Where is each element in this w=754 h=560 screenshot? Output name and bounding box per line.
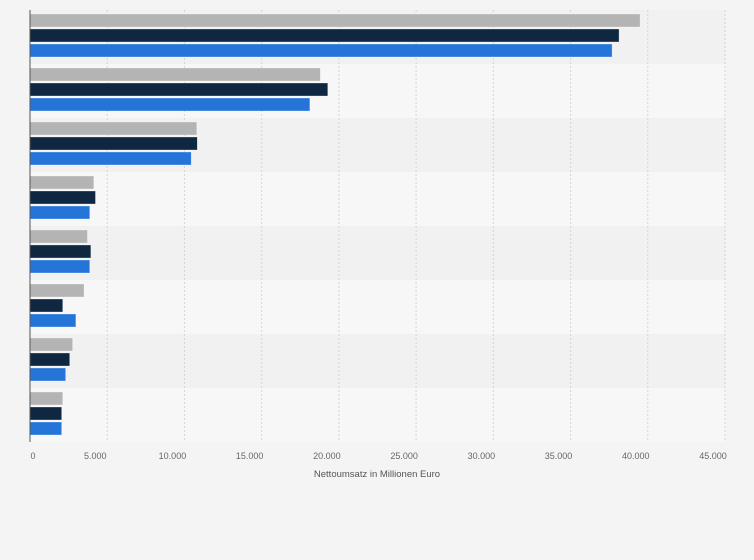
bar[interactable] — [29, 175, 95, 190]
row-bands — [30, 10, 725, 442]
row-band — [30, 172, 725, 226]
x-tick-label: 5.000 — [84, 451, 107, 461]
x-tick-label: 45.000 — [699, 451, 727, 461]
bar[interactable] — [29, 259, 91, 274]
x-tick-label: 40.000 — [622, 451, 650, 461]
bars — [29, 13, 641, 436]
x-tick-label: 35.000 — [545, 451, 573, 461]
bar[interactable] — [29, 352, 70, 367]
x-tick-label: 15.000 — [236, 451, 264, 461]
bar[interactable] — [29, 337, 73, 352]
bar[interactable] — [29, 43, 613, 58]
bar[interactable] — [29, 121, 198, 136]
bar[interactable] — [29, 244, 92, 259]
gridlines — [106, 10, 726, 442]
row-band — [30, 334, 725, 388]
bar[interactable] — [29, 391, 64, 406]
x-tick-label: 10.000 — [159, 451, 187, 461]
bar[interactable] — [29, 298, 64, 313]
row-band — [30, 388, 725, 442]
x-tick-label: 25.000 — [390, 451, 418, 461]
x-tick-label: 0 — [30, 451, 35, 461]
x-tick-label: 30.000 — [468, 451, 496, 461]
bar[interactable] — [29, 97, 311, 112]
row-band — [30, 226, 725, 280]
x-tick-labels: 0 5.000 10.000 15.000 20.000 25.000 30.000 35.0… — [30, 451, 726, 461]
bar[interactable] — [29, 229, 88, 244]
bar[interactable] — [29, 283, 85, 298]
x-tick-label: 20.000 — [313, 451, 341, 461]
bar[interactable] — [29, 367, 66, 382]
bar[interactable] — [29, 67, 321, 82]
bar[interactable] — [29, 190, 96, 205]
bar[interactable] — [29, 313, 77, 328]
bar[interactable] — [29, 13, 641, 28]
bar[interactable] — [29, 28, 620, 43]
x-axis-title: Nettoumsatz in Millionen Euro — [314, 469, 440, 480]
bar[interactable] — [29, 421, 62, 436]
row-band — [30, 280, 725, 334]
bar[interactable] — [29, 136, 198, 151]
bar[interactable] — [29, 205, 91, 220]
bar[interactable] — [29, 151, 192, 166]
bar[interactable] — [29, 406, 62, 421]
bar[interactable] — [29, 82, 329, 97]
